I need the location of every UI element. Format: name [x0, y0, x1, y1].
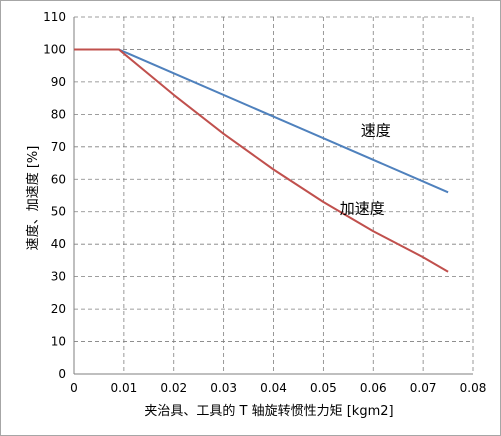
x-tick-label: 0.06 — [360, 381, 387, 395]
series-label-0: 速度 — [361, 121, 391, 139]
y-axis-title: 速度、加速度 [%] — [25, 146, 41, 251]
grid-lines — [74, 16, 474, 374]
x-tick-label: 0.05 — [310, 381, 337, 395]
series-line-1 — [74, 48, 449, 273]
y-tick-label: 110 — [43, 10, 66, 24]
x-tick-labels: 0 0.01 0.02 0.03 0.04 0.05 0.06 0.07 0.08 — [70, 381, 486, 395]
x-tick-label: 0 — [70, 381, 78, 395]
series-lines — [74, 48, 449, 273]
y-tick-label: 40 — [51, 237, 66, 251]
series-line-0 — [74, 48, 449, 194]
y-tick-labels: 0 10 20 30 40 50 60 70 80 90 100 110 — [43, 10, 66, 381]
x-tick-label: 0.03 — [210, 381, 237, 395]
y-tick-label: 90 — [51, 75, 66, 89]
series-label-1: 加速度 — [340, 199, 385, 217]
y-tick-label: 50 — [51, 205, 66, 219]
y-tick-label: 10 — [51, 335, 66, 349]
x-tick-label: 0.07 — [410, 381, 437, 395]
x-axis-title: 夹治具、工具的 T 轴旋转惯性力矩 [kgm2] — [144, 403, 393, 419]
x-tick-label: 0.08 — [460, 381, 487, 395]
y-tick-label: 0 — [58, 367, 66, 381]
axes — [73, 17, 473, 375]
x-tick-label: 0.02 — [160, 381, 187, 395]
x-tick-label: 0.04 — [260, 381, 287, 395]
y-tick-label: 100 — [43, 42, 66, 56]
y-tick-label: 60 — [51, 172, 66, 186]
y-tick-label: 80 — [51, 107, 66, 121]
y-tick-label: 70 — [51, 140, 66, 154]
y-tick-label: 20 — [51, 302, 66, 316]
y-tick-label: 30 — [51, 270, 66, 284]
x-tick-label: 0.01 — [111, 381, 138, 395]
